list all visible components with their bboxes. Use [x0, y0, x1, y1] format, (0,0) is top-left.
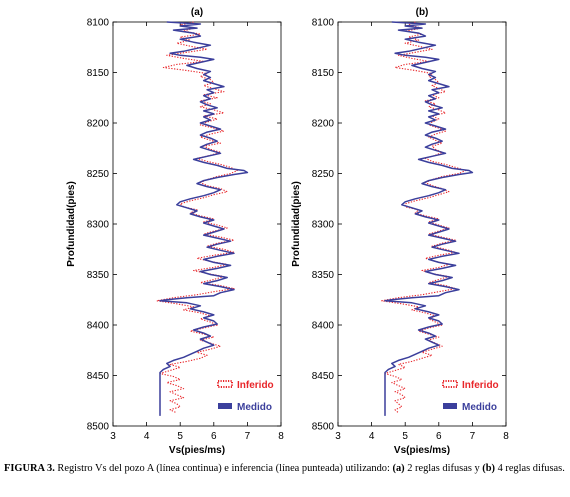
x-tick-label: 8 [503, 431, 509, 442]
legend-label-inferido: Inferido [237, 380, 274, 391]
panel-b-frame [337, 21, 507, 427]
y-tick-label: 8500 [87, 422, 110, 433]
y-tick-label: 8500 [312, 422, 335, 433]
x-axis-label: Vs(pies/ms) [394, 445, 450, 456]
legend-label-inferido: Inferido [462, 380, 499, 391]
panel-title: (a) [191, 7, 203, 18]
series-inferido [156, 21, 238, 414]
x-tick-label: 6 [436, 431, 442, 442]
legend-swatch-medido [218, 403, 232, 409]
y-tick-label: 8250 [312, 169, 335, 180]
panel-a-frame [112, 21, 282, 427]
caption-label: FIGURA 3. [4, 463, 55, 474]
y-tick-label: 8450 [87, 371, 110, 382]
x-tick-label: 7 [470, 431, 476, 442]
y-tick-label: 8400 [312, 321, 335, 332]
x-tick-label: 5 [177, 431, 183, 442]
figure-caption: FIGURA 3. Registro Vs del pozo A (línea … [4, 462, 566, 475]
series-medido [384, 21, 474, 416]
panel-a: 3 4 5 6 7 8 8100 8150 8200 8250 8300 8350 8400 8450 85… [66, 7, 284, 456]
y-tick-label: 8100 [87, 18, 110, 29]
legend-swatch-medido [443, 403, 457, 409]
y-tick-label: 8100 [312, 18, 335, 29]
x-tick-label: 3 [110, 431, 116, 442]
panel-b: 3 4 5 6 7 8 8100 8150 8200 8250 8300 8350 8400 8450 85… [291, 7, 509, 456]
caption-text-2: 2 reglas difusas y [404, 463, 483, 474]
x-tick-label: 3 [335, 431, 341, 442]
x-tick-label: 8 [278, 431, 284, 442]
y-axis-label: Profundidad(pies) [291, 181, 302, 267]
y-tick-label: 8300 [312, 220, 335, 231]
legend-label-medido: Medido [237, 402, 272, 413]
series-inferido [381, 21, 467, 414]
y-tick-label: 8400 [87, 321, 110, 332]
y-tick-label: 8150 [312, 68, 335, 79]
y-tick-label: 8300 [87, 220, 110, 231]
y-tick-label: 8250 [87, 169, 110, 180]
x-tick-label: 6 [211, 431, 217, 442]
series-medido [159, 21, 249, 416]
y-tick-label: 8350 [312, 270, 335, 281]
y-tick-label: 8450 [312, 371, 335, 382]
caption-text-3: 4 reglas difusas. [494, 463, 565, 474]
caption-part-a: (a) [392, 463, 405, 474]
y-tick-label: 8350 [87, 270, 110, 281]
y-tick-label: 8150 [87, 68, 110, 79]
x-tick-label: 7 [245, 431, 251, 442]
x-tick-label: 4 [144, 431, 150, 442]
caption-text-1: Registro Vs del pozo A (línea continua) … [54, 463, 393, 474]
y-tick-label: 8200 [87, 119, 110, 130]
legend-label-medido: Medido [462, 402, 497, 413]
x-tick-label: 5 [402, 431, 408, 442]
x-tick-label: 4 [369, 431, 375, 442]
caption-part-b: (b) [482, 463, 495, 474]
y-tick-label: 8200 [312, 119, 335, 130]
panel-title: (b) [416, 7, 429, 18]
y-axis-label: Profundidad(pies) [66, 181, 77, 267]
x-axis-label: Vs(pies/ms) [169, 445, 225, 456]
